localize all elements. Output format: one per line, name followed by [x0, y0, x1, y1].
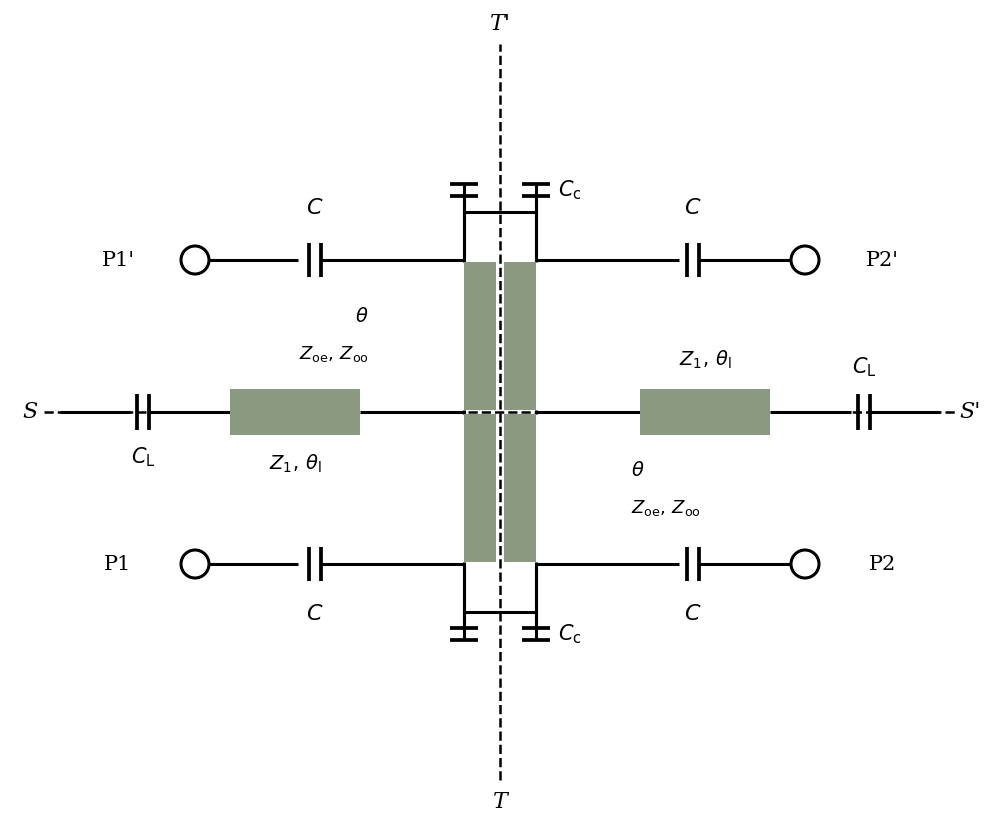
Bar — [464, 262, 496, 410]
Bar — [230, 389, 360, 435]
Text: $C$: $C$ — [684, 197, 702, 219]
Text: $\theta$: $\theta$ — [631, 461, 645, 480]
Text: $C_{\rm c}$: $C_{\rm c}$ — [558, 622, 582, 646]
Text: P1: P1 — [104, 555, 132, 574]
Text: $C$: $C$ — [684, 603, 702, 625]
Bar — [504, 414, 536, 562]
Bar — [504, 262, 536, 410]
Text: $Z_{\rm oe},\,Z_{\rm oo}$: $Z_{\rm oe},\,Z_{\rm oo}$ — [631, 498, 701, 518]
Text: T: T — [493, 791, 507, 813]
Text: $C$: $C$ — [306, 603, 324, 625]
Text: S: S — [22, 401, 38, 423]
Bar — [640, 389, 770, 435]
Text: P2': P2' — [866, 250, 898, 269]
Text: P1': P1' — [101, 250, 135, 269]
Text: $C$: $C$ — [306, 197, 324, 219]
Text: $Z_{\rm oe},\,Z_{\rm oo}$: $Z_{\rm oe},\,Z_{\rm oo}$ — [299, 344, 369, 364]
Text: $\theta$: $\theta$ — [355, 307, 369, 325]
Text: $C_{\rm L}$: $C_{\rm L}$ — [131, 445, 155, 469]
Text: $Z_{1},\,\theta_{\rm l}$: $Z_{1},\,\theta_{\rm l}$ — [679, 349, 731, 371]
Bar — [464, 414, 496, 562]
Text: P2: P2 — [868, 555, 896, 574]
Text: S': S' — [959, 401, 981, 423]
Text: $C_{\rm c}$: $C_{\rm c}$ — [558, 178, 582, 202]
Text: T': T' — [490, 13, 511, 35]
Text: $C_{\rm L}$: $C_{\rm L}$ — [852, 355, 876, 379]
Text: $Z_{1},\,\theta_{\rm l}$: $Z_{1},\,\theta_{\rm l}$ — [269, 453, 321, 475]
